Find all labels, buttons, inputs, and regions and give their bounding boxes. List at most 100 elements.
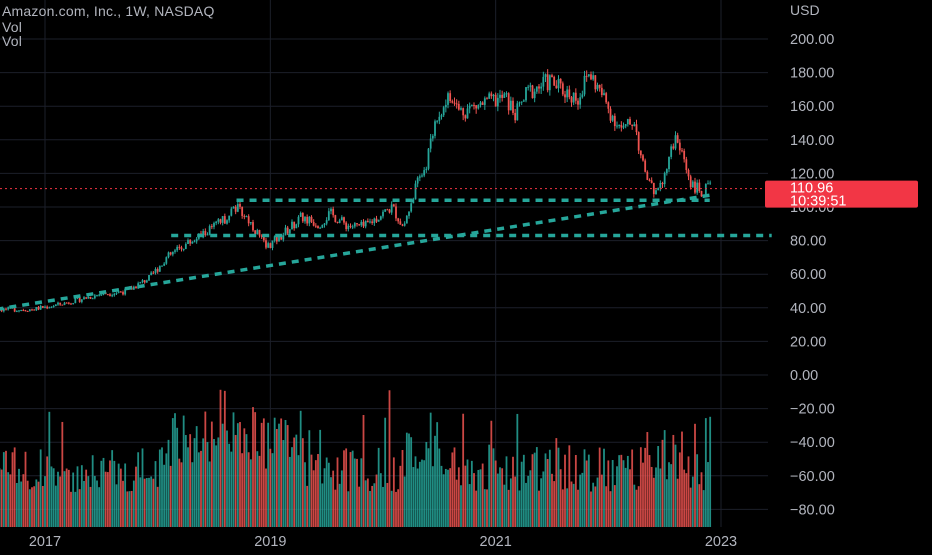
candle-body — [393, 204, 395, 206]
candle-body — [659, 183, 661, 188]
volume-bar — [57, 472, 59, 527]
volume-bar — [124, 463, 126, 527]
volume-bar — [577, 490, 579, 527]
volume-bar — [178, 459, 180, 527]
volume-bar — [144, 479, 146, 527]
candle-body — [389, 210, 391, 213]
volume-bar — [430, 413, 432, 527]
volume-bar — [129, 491, 131, 527]
volume-bar — [627, 456, 629, 527]
candle-body — [690, 176, 692, 187]
candle-body — [692, 182, 694, 188]
volume-bar — [163, 465, 165, 527]
candle-body — [168, 252, 170, 257]
candle-body — [118, 292, 120, 293]
volume-bar — [415, 456, 417, 527]
volume-bar — [332, 471, 334, 527]
volume-bar — [560, 469, 562, 527]
volume-bar — [116, 484, 118, 527]
candle-body — [302, 213, 304, 221]
candle-body — [61, 305, 63, 306]
volume-bar — [601, 475, 603, 527]
candle-body — [707, 183, 709, 184]
volume-bar — [503, 485, 505, 527]
candle-body — [436, 121, 438, 122]
candle-body — [324, 224, 326, 225]
volume-bar — [490, 421, 492, 527]
volume-bar — [38, 482, 40, 527]
volume-bar — [471, 461, 473, 527]
volume-bar — [51, 466, 53, 527]
volume-bar — [701, 472, 703, 527]
candle-body — [204, 231, 206, 235]
volume-bar — [653, 478, 655, 527]
candle-body — [629, 119, 631, 125]
candle-body — [638, 132, 640, 150]
volume-bar — [425, 442, 427, 527]
candle-body — [666, 169, 668, 173]
volume-bar — [538, 491, 540, 527]
volume-bar — [508, 490, 510, 527]
candle-body — [196, 239, 198, 242]
candle-body — [371, 221, 373, 223]
candle-body — [215, 222, 217, 223]
volume-bar — [367, 478, 369, 527]
volume-bar — [540, 478, 542, 527]
volume-bar — [96, 481, 98, 527]
volume-bar — [200, 451, 202, 527]
candle-body — [157, 269, 159, 272]
candle-body — [620, 125, 622, 128]
volume-bar — [189, 434, 191, 527]
candle-body — [415, 184, 417, 200]
volume-bar — [74, 492, 76, 527]
volume-bar — [371, 486, 373, 527]
candle-body — [395, 206, 397, 218]
volume-bar — [324, 468, 326, 527]
volume-bar — [77, 466, 79, 527]
candle-body — [571, 97, 573, 102]
volume-bar — [72, 473, 74, 527]
candle-body — [525, 87, 527, 100]
candle-body — [230, 209, 232, 216]
candle-body — [18, 310, 20, 311]
volume-bar — [592, 483, 594, 527]
candle-body — [696, 183, 698, 193]
volume-bar — [194, 438, 196, 527]
volume-bar — [644, 448, 646, 527]
candle-body — [668, 157, 670, 169]
candle-body — [237, 204, 239, 212]
volume-bar — [516, 414, 518, 527]
candle-body — [293, 222, 295, 228]
volume-bar — [9, 474, 11, 527]
volume-bar — [382, 487, 384, 527]
candle-body — [111, 295, 113, 296]
volume-bar — [666, 479, 668, 527]
volume-bar — [70, 492, 72, 527]
candle-body — [287, 228, 289, 234]
volume-bar — [168, 440, 170, 527]
volume-bar — [211, 422, 213, 527]
candle-body — [399, 221, 401, 224]
volume-bar — [131, 491, 133, 527]
volume-bar — [629, 469, 631, 527]
candle-body — [701, 191, 703, 196]
candle-body — [217, 219, 219, 221]
candle-body — [83, 297, 85, 299]
volume-bar — [670, 464, 672, 527]
candle-body — [443, 107, 445, 115]
volume-bar — [304, 462, 306, 527]
volume-bar — [404, 477, 406, 527]
volume-bar — [295, 435, 297, 527]
volume-bar — [237, 423, 239, 527]
candle-body — [319, 228, 321, 229]
volume-bar — [187, 447, 189, 527]
volume-bar — [365, 480, 367, 527]
volume-bar — [698, 484, 700, 527]
candle-body — [170, 252, 172, 254]
candle-body — [272, 241, 274, 248]
candle-body — [94, 295, 96, 298]
candle-body — [256, 230, 258, 234]
volume-bar — [618, 455, 620, 527]
